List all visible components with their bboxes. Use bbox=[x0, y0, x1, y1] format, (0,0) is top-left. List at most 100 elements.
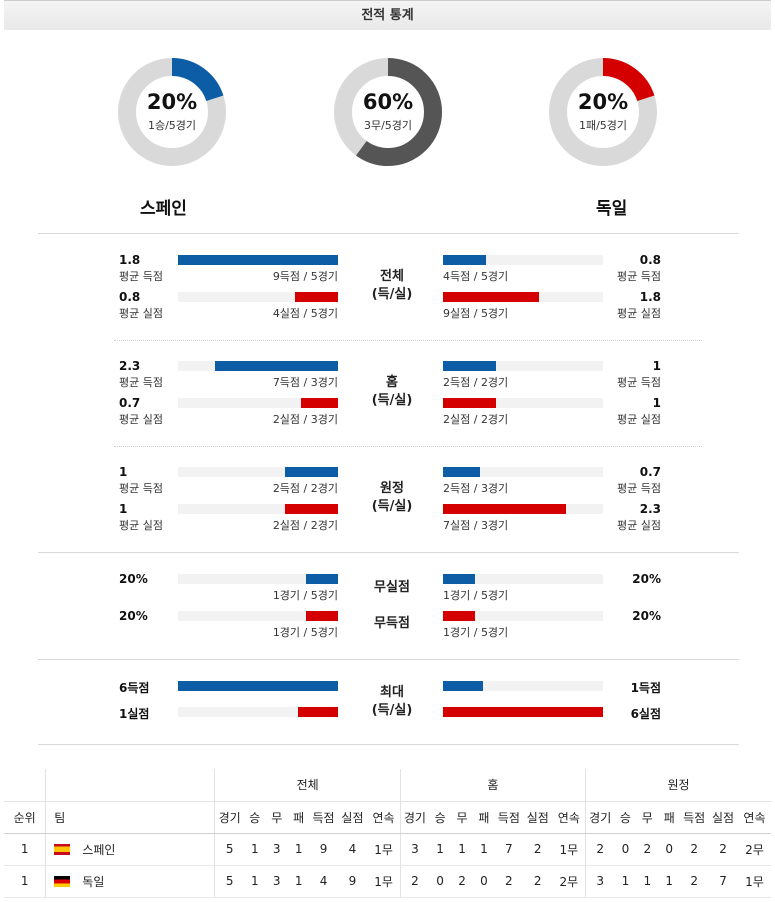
home-away-conceded-caption: 2실점 / 2경기 bbox=[272, 519, 338, 532]
stat-cell: 4 bbox=[337, 833, 368, 866]
spain-flag-icon bbox=[54, 843, 71, 855]
blank-category-label: 무득점 bbox=[374, 616, 410, 631]
home-overall-conceded-caption: 4실점 / 5경기 bbox=[272, 307, 338, 320]
away-overall-conceded-bar bbox=[443, 292, 603, 302]
stat-header: 승 bbox=[614, 801, 637, 834]
home-away-conceded-label: 평균 실점 bbox=[119, 519, 163, 532]
stat-header: 무 bbox=[636, 801, 659, 834]
home-home-conceded-label: 평균 실점 bbox=[119, 413, 163, 426]
away-overall-conceded-value: 1.8 bbox=[639, 290, 661, 304]
stat-cell: 3 bbox=[265, 865, 288, 898]
stat-cell: 2무 bbox=[737, 833, 771, 866]
stat-header: 경기 bbox=[214, 801, 244, 834]
away-max-scored-value: 1득점 bbox=[630, 681, 661, 695]
away-blank-value: 20% bbox=[632, 609, 661, 623]
stat-cell: 1 bbox=[429, 833, 452, 866]
stat-cell: 3 bbox=[265, 833, 288, 866]
away-away-conceded-caption: 7실점 / 3경기 bbox=[443, 519, 509, 532]
draw-rate-label: 3무/5경기 bbox=[363, 119, 413, 132]
home-overall-conceded-label: 평균 실점 bbox=[119, 307, 163, 320]
home-clean-sheet-value: 20% bbox=[119, 572, 148, 586]
team-cell[interactable]: 스페인 bbox=[45, 833, 215, 866]
home-away-conceded-bar bbox=[178, 504, 338, 514]
away-away-conceded-bar bbox=[443, 504, 603, 514]
away-team-name: 독일 bbox=[596, 199, 628, 219]
away-away-conceded-label: 평균 실점 bbox=[617, 519, 661, 532]
away-home-conceded-bar bbox=[443, 398, 603, 408]
away-blank-caption: 1경기 / 5경기 bbox=[443, 626, 509, 639]
stat-header: 경기 bbox=[399, 801, 430, 834]
bar-fill bbox=[443, 707, 603, 717]
away-overall-conceded-label: 평균 실점 bbox=[617, 307, 661, 320]
rank-cell: 1 bbox=[4, 833, 46, 866]
home-home-conceded-bar bbox=[178, 398, 338, 408]
stat-cell: 1 bbox=[614, 865, 637, 898]
stat-header: 승 bbox=[243, 801, 266, 834]
home-overall-conceded-bar bbox=[178, 292, 338, 302]
bar-fill bbox=[443, 681, 483, 691]
bar-fill bbox=[443, 574, 475, 584]
away-home-conceded-label: 평균 실점 bbox=[617, 413, 661, 426]
win-rate-donut: 20% 1승/5경기 bbox=[117, 57, 227, 167]
bar-fill bbox=[178, 681, 338, 691]
stat-header: 승 bbox=[429, 801, 452, 834]
home-home-conceded-caption: 2실점 / 3경기 bbox=[272, 413, 338, 426]
stat-cell: 0 bbox=[614, 833, 637, 866]
table-row: 1 스페인 5 1 3 1 9 4 1무 3 1 1 1 7 2 1무 2 0 … bbox=[4, 833, 771, 866]
away-home-scored-label: 평균 득점 bbox=[617, 376, 661, 389]
bar-fill bbox=[443, 292, 539, 302]
bar-fill bbox=[301, 398, 338, 408]
bar-fill bbox=[285, 504, 338, 514]
stat-header: 연속 bbox=[737, 801, 771, 834]
blank-header bbox=[45, 769, 215, 802]
away-max-scored-bar bbox=[443, 681, 603, 691]
bar-fill bbox=[294, 292, 338, 302]
stat-header: 패 bbox=[658, 801, 681, 834]
home-home-conceded-value: 0.7 bbox=[119, 396, 141, 410]
stat-cell: 0 bbox=[658, 833, 681, 866]
bar-fill bbox=[443, 467, 480, 477]
away-overall-scored-value: 0.8 bbox=[639, 253, 661, 267]
stat-cell: 1 bbox=[472, 833, 495, 866]
home-overall-scored-caption: 9득점 / 5경기 bbox=[272, 270, 338, 283]
team-cell[interactable]: 독일 bbox=[45, 865, 215, 898]
stat-cell: 1 bbox=[243, 833, 266, 866]
bar-fill bbox=[285, 467, 338, 477]
divider bbox=[38, 744, 739, 745]
stat-cell: 1 bbox=[658, 865, 681, 898]
team-link[interactable]: 독일 bbox=[82, 874, 105, 889]
stat-header: 무 bbox=[265, 801, 288, 834]
stat-cell: 3 bbox=[585, 865, 615, 898]
home-overall-conceded-value: 0.8 bbox=[119, 290, 141, 304]
home-away-scored-label: 평균 득점 bbox=[119, 482, 163, 495]
bar-fill bbox=[298, 707, 338, 717]
stat-header: 득점 bbox=[680, 801, 709, 834]
away-blank-bar bbox=[443, 611, 603, 621]
divider bbox=[114, 340, 702, 341]
home-category-label: 홈 (득/실) bbox=[371, 375, 413, 408]
loss-rate-label: 1패/5경기 bbox=[578, 119, 628, 132]
bar-fill bbox=[443, 611, 475, 621]
stat-cell: 7 bbox=[494, 833, 523, 866]
stat-header: 패 bbox=[287, 801, 310, 834]
away-overall-scored-bar bbox=[443, 255, 603, 265]
home-max-scored-bar bbox=[178, 681, 338, 691]
away-category-label: 원정 (득/실) bbox=[371, 481, 413, 514]
team-link[interactable]: 스페인 bbox=[82, 842, 116, 857]
away-away-scored-value: 0.7 bbox=[639, 465, 661, 479]
stat-cell: 2 bbox=[522, 865, 553, 898]
bar-fill bbox=[306, 574, 338, 584]
stat-cell: 2 bbox=[680, 865, 709, 898]
loss-rate-donut: 20% 1패/5경기 bbox=[548, 57, 658, 167]
home-away-scored-value: 1 bbox=[119, 465, 128, 479]
rank-cell: 1 bbox=[4, 865, 46, 898]
stat-cell: 1무 bbox=[367, 833, 401, 866]
stat-cell: 1무 bbox=[367, 865, 401, 898]
away-max-conceded-bar bbox=[443, 707, 603, 717]
stat-cell: 1무 bbox=[552, 833, 586, 866]
away-home-conceded-value: 1 bbox=[652, 396, 661, 410]
stat-cell: 9 bbox=[337, 865, 368, 898]
max-category-label: 최대 (득/실) bbox=[371, 685, 413, 718]
home-away-conceded-value: 1 bbox=[119, 502, 128, 516]
stat-cell: 2무 bbox=[552, 865, 586, 898]
